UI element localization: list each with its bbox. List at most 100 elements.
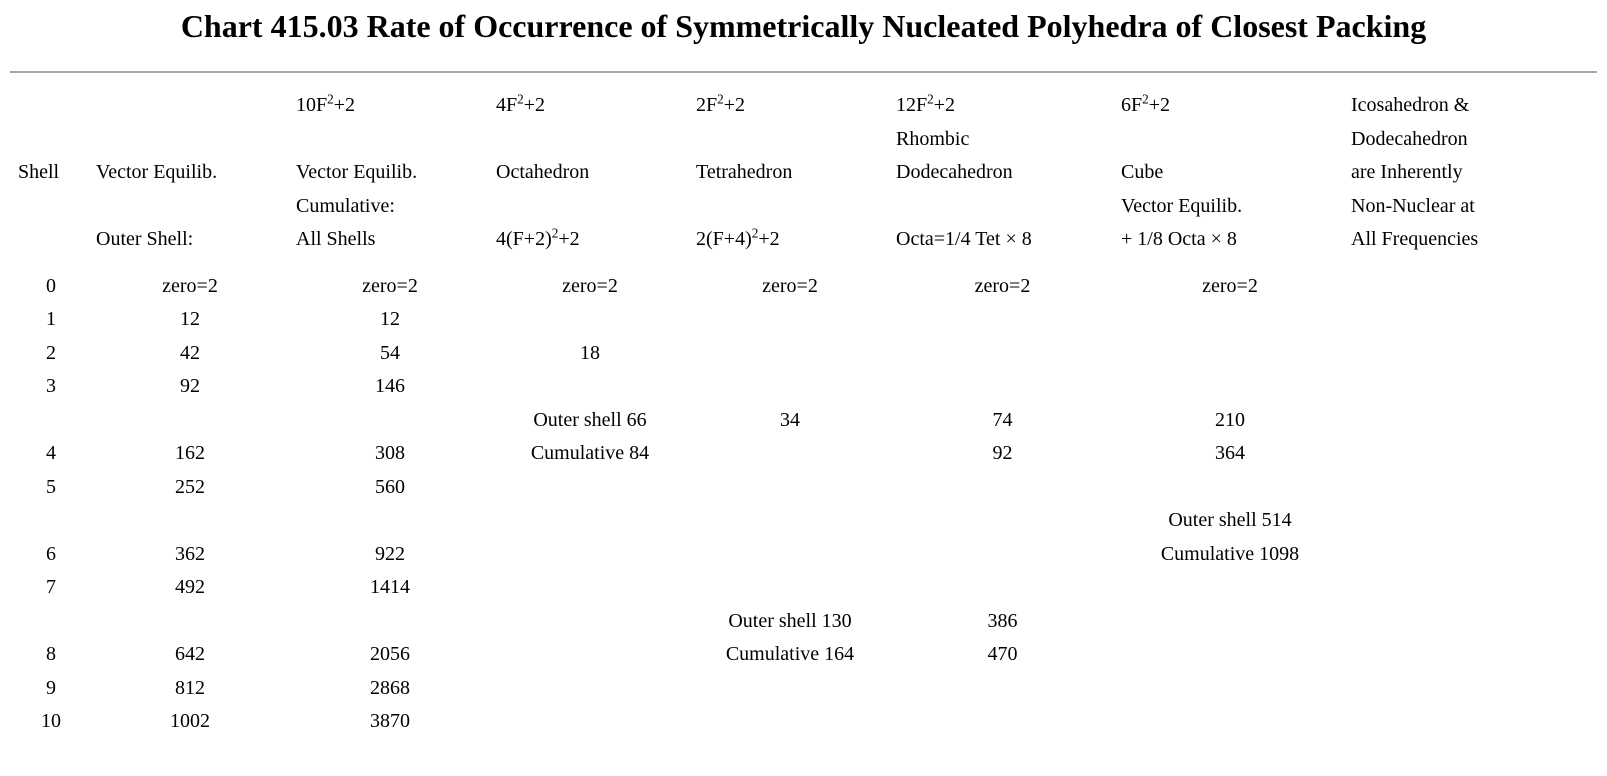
shell-cell: 9 [46,676,56,699]
table-cell: 2056 [370,643,410,665]
header-cell: 12F2+2 [896,91,955,116]
table-cell [1345,538,1595,572]
shell-cell: 7 [46,576,56,598]
table-cell [690,538,890,572]
table-cell [490,504,690,538]
table-cell: 386 [987,609,1018,632]
table-cell: 362 [175,542,205,565]
shell-cell: 4 [46,442,56,464]
header-cell [490,190,690,224]
table-cell [1115,605,1345,639]
table-cell [890,370,1115,404]
header-cell: 6F2+2 [1121,91,1170,116]
table-row: 1 12 12 [12,303,1595,337]
table-cell: zero=2 [362,274,418,297]
title-divider [10,71,1597,73]
table-cell [1345,605,1595,639]
table-cell [90,605,290,639]
header-cell [290,123,490,157]
table-cell [490,672,690,706]
table-row: 4 162 308 Cumulative 84 92 364 [12,437,1595,471]
table-cell: 92 [180,375,200,397]
table-cell [890,337,1115,371]
table-cell [90,404,290,438]
table-cell: 2868 [370,676,410,699]
header-cell: Dodecahedron [896,161,1013,183]
table-cell [1345,672,1595,706]
table-cell [1115,370,1345,404]
table-cell: 12 [380,308,400,330]
table-cell [490,538,690,572]
table-cell: 308 [375,442,405,464]
table-row: 5 252 560 [12,471,1595,505]
shell-cell: 3 [46,375,56,397]
table-cell [290,605,490,639]
table-row: 6 362 922 Cumulative 1098 [12,538,1595,572]
table-row: 7 492 1414 [12,571,1595,605]
table-cell: 812 [175,676,205,699]
table-cell [890,571,1115,605]
header-cell: Icosahedron & [1351,94,1470,116]
header-row: Cumulative: Vector Equilib. Non-Nuclear … [12,190,1595,224]
header-cell [690,123,890,157]
header-cell: Cube [1121,161,1164,183]
shell-cell [12,404,90,438]
table-cell [490,370,690,404]
header-cell: Rhombic [896,127,970,150]
header-cell [12,190,90,224]
header-cell: 2(F+4)2+2 [696,225,780,250]
table-cell [490,605,690,639]
table-cell [890,303,1115,337]
table-row: 2 42 54 18 [12,337,1595,371]
table-cell: zero=2 [162,274,218,297]
table-cell: Cumulative 1098 [1160,542,1300,565]
table-cell: 12 [180,308,200,330]
table-cell [490,705,690,739]
table-cell [690,471,890,505]
table-cell: zero=2 [762,274,818,297]
table-cell: zero=2 [1202,274,1258,297]
table-cell [1345,437,1595,471]
table-cell: 92 [992,442,1013,464]
table-cell [490,638,690,672]
table-cell: 54 [380,341,400,364]
shell-cell: 6 [46,542,56,565]
table-cell: Outer shell 130 [728,609,852,632]
table-row: 0 zero=2 zero=2 zero=2 zero=2 zero=2 zer… [12,270,1595,304]
page-title: Chart 415.03 Rate of Occurrence of Symme… [180,8,1427,44]
table-cell [290,404,490,438]
header-row: Outer Shell: All Shells 4(F+2)2+2 2(F+4)… [12,223,1595,257]
table-row: 10 1002 3870 [12,705,1595,739]
table-cell: 470 [987,643,1018,665]
header-row: 10F2+2 4F2+2 2F2+2 12F2+2 6F2+2 Icosahed… [12,89,1595,123]
table-cell: 162 [175,442,205,464]
header-cell: 4(F+2)2+2 [496,225,580,250]
table-header: 10F2+2 4F2+2 2F2+2 12F2+2 6F2+2 Icosahed… [12,89,1595,257]
table-cell: 1414 [370,576,410,598]
header-row: Shell Vector Equilib. Vector Equilib. Oc… [12,156,1595,190]
table-cell [490,471,690,505]
table-row: Outer shell 66 34 74 210 [12,404,1595,438]
table-cell [890,504,1115,538]
table-cell [1345,471,1595,505]
header-cell: All Shells [296,228,376,250]
header-cell: 2F2+2 [696,91,745,116]
shell-cell: 8 [46,643,56,665]
table-cell: 146 [375,375,405,397]
header-cell: are Inherently [1351,161,1463,183]
table-cell [490,571,690,605]
table-row: 3 92 146 [12,370,1595,404]
table-row: 8 642 2056 Cumulative 164 470 [12,638,1595,672]
table-cell [1345,638,1595,672]
shell-cell [12,605,90,639]
table-cell: Cumulative 84 [530,442,650,464]
header-cell [690,190,890,224]
table-cell [890,672,1115,706]
table-cell [890,705,1115,739]
header-cell [90,190,290,224]
header-cell: Cumulative: [296,194,395,217]
shell-cell: 5 [46,475,56,498]
header-cell: Octa=1/4 Tet × 8 [896,228,1032,250]
header-cell: Vector Equilib. [1121,194,1243,217]
